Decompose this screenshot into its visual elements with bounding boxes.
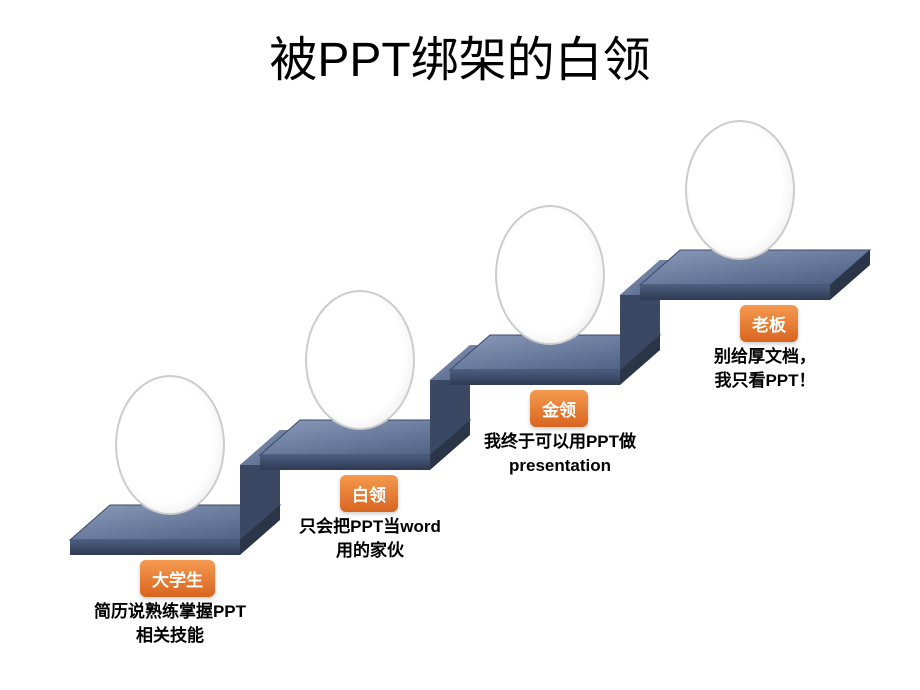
desc-goldcollar: 我终于可以用PPT做presentation [445,430,675,478]
badge-student: 大学生 [140,560,215,597]
badge-goldcollar: 金领 [530,390,588,427]
staircase-diagram: 大学生 白领 金领 老板 简历说熟练掌握PPT相关技能 只会把PPT当word用… [0,0,920,690]
egg-3 [495,205,605,345]
badge-whitecollar: 白领 [340,475,398,512]
egg-2 [305,290,415,430]
desc-boss: 别给厚文档，我只看PPT！ [665,345,865,393]
desc-student: 简历说熟练掌握PPT相关技能 [55,600,285,648]
desc-whitecollar: 只会把PPT当word用的家伙 [265,515,475,563]
egg-4 [685,120,795,260]
badge-boss: 老板 [740,305,798,342]
egg-1 [115,375,225,515]
step-platform-4 [640,250,870,300]
